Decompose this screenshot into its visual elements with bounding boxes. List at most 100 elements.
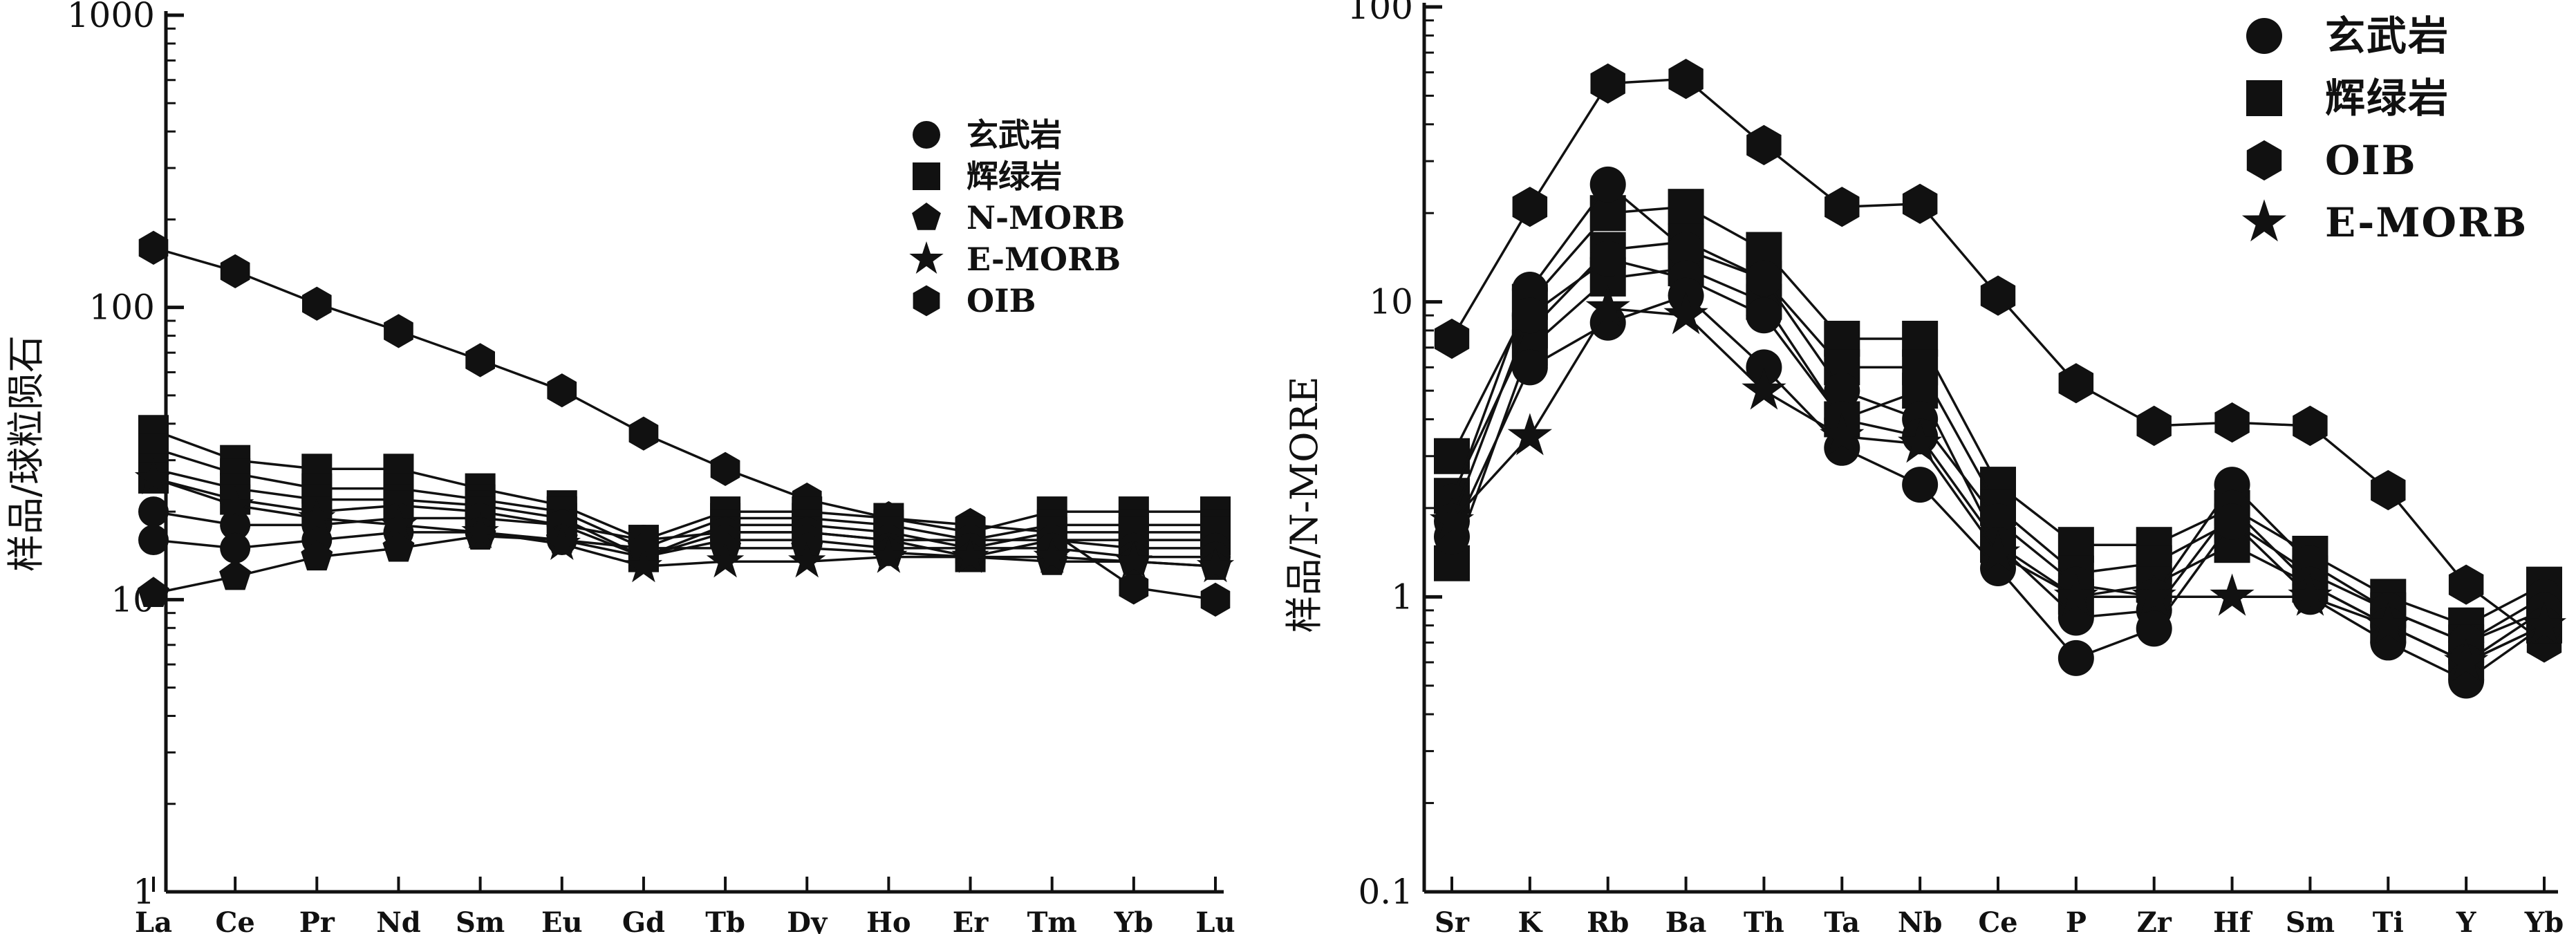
- x-tick-label-dy: Dy: [787, 906, 828, 934]
- y-tick-label: 10: [1369, 282, 1413, 322]
- data-point-hexagon-th: [1746, 124, 1782, 165]
- x-tick-label-ti: Ti: [2373, 906, 2404, 934]
- data-point-hexagon-tb: [710, 451, 740, 486]
- data-point-hexagon-ce: [1980, 275, 2016, 316]
- y-tick-label: 1: [1391, 577, 1413, 617]
- x-tick-label-ce: Ce: [1978, 906, 2017, 934]
- data-point-circle-th: [1746, 297, 1782, 334]
- data-point-pentagon-pr: [301, 540, 333, 571]
- legend-label-circle: 玄武岩: [2325, 12, 2449, 59]
- legend-label-square: 辉绿岩: [967, 158, 1062, 195]
- data-point-star-dy: [788, 541, 826, 578]
- data-point-pentagon-nd: [382, 531, 415, 562]
- y-axis-title: 样品/球粒陨石: [4, 335, 48, 572]
- data-point-hexagon-gd: [628, 416, 659, 451]
- legend-marker-hexagon: [913, 285, 940, 317]
- x-tick-label-sr: Sr: [1435, 906, 1470, 934]
- legend-label-hexagon: OIB: [2325, 137, 2417, 184]
- data-point-star-sr: [1429, 498, 1475, 541]
- y-tick-label: 1000: [67, 0, 155, 35]
- data-point-circle-la: [138, 496, 169, 527]
- data-point-hexagon-y: [2448, 564, 2484, 605]
- y-tick-label: 1: [133, 872, 155, 912]
- x-tick-label-la: La: [135, 906, 172, 934]
- data-point-hexagon-yb: [1119, 570, 1149, 605]
- y-tick-label: 100: [1347, 0, 1413, 27]
- x-tick-label-sm: Sm: [456, 906, 505, 934]
- data-point-hexagon-k: [1512, 187, 1548, 227]
- data-point-circle-ce: [220, 532, 251, 563]
- legend-label-star: E-MORB: [2325, 199, 2528, 246]
- data-point-hexagon-hf: [2214, 402, 2250, 443]
- data-point-circle-k: [1511, 272, 1548, 308]
- data-point-hexagon-pr: [302, 286, 332, 321]
- data-point-circle-nb: [1902, 467, 1939, 503]
- x-tick-label-ta: Ta: [1824, 906, 1860, 934]
- x-tick-label-p: P: [2066, 906, 2087, 934]
- data-point-star-pr: [298, 498, 336, 534]
- data-point-star-yb: [1114, 541, 1152, 578]
- legend-label-hexagon: OIB: [967, 282, 1036, 319]
- legend-label-pentagon: N-MORB: [967, 199, 1125, 236]
- data-point-star-p: [2053, 573, 2098, 616]
- data-point-circle-la: [138, 525, 169, 556]
- x-tick-label-hf: Hf: [2213, 906, 2253, 934]
- legend-label-circle: 玄武岩: [967, 116, 1062, 153]
- x-tick-label-tm: Tm: [1027, 906, 1077, 934]
- data-point-circle-th: [1746, 260, 1782, 297]
- data-point-hexagon-nd: [384, 314, 413, 348]
- legend-marker-hexagon: [2246, 140, 2282, 181]
- legend-label-star: E-MORB: [967, 241, 1121, 278]
- data-point-square-ba: [1668, 189, 1704, 225]
- data-point-star-gd: [624, 546, 663, 583]
- legend-marker-circle: [913, 121, 940, 149]
- data-point-circle-th: [1746, 349, 1782, 386]
- data-point-hexagon-sm: [465, 343, 495, 377]
- x-tick-label-tb: Tb: [705, 906, 745, 934]
- x-tick-label-er: Er: [953, 906, 989, 934]
- data-point-star-er: [951, 537, 989, 573]
- data-point-circle-ba: [1668, 232, 1704, 268]
- data-point-circle-hf: [2214, 503, 2250, 540]
- data-point-star-rb: [1585, 285, 1630, 328]
- x-tick-label-yb: Yb: [2524, 906, 2564, 934]
- data-point-star-tb: [706, 541, 745, 578]
- data-point-circle-zr: [2136, 610, 2172, 647]
- legend-marker-star: [909, 241, 944, 274]
- data-point-star-ta: [1820, 413, 1865, 456]
- x-tick-label-nb: Nb: [1898, 906, 1943, 934]
- x-tick-label-rb: Rb: [1587, 906, 1629, 934]
- data-point-circle-rb: [1589, 241, 1626, 277]
- data-point-star-yb: [2521, 601, 2567, 644]
- x-tick-label-th: Th: [1744, 906, 1784, 934]
- x-tick-label-sm: Sm: [2286, 906, 2335, 934]
- x-tick-label-ho: Ho: [866, 906, 911, 934]
- data-point-star-lu: [1196, 546, 1235, 583]
- data-point-hexagon-lu: [1200, 582, 1231, 617]
- data-point-circle-k: [1511, 297, 1548, 334]
- legend-marker-pentagon: [912, 203, 941, 230]
- data-point-circle-ta: [1824, 373, 1860, 409]
- y-tick-label: 100: [89, 288, 155, 328]
- data-point-star-ce: [216, 485, 254, 522]
- data-point-pentagon-la: [138, 577, 169, 607]
- x-tick-label-nd: Nd: [376, 906, 421, 934]
- data-point-star-sm: [2288, 573, 2333, 616]
- x-tick-label-gd: Gd: [622, 906, 665, 934]
- data-point-star-y: [2444, 639, 2489, 682]
- data-point-circle-ta: [1824, 429, 1860, 466]
- data-point-circle-p: [2057, 639, 2094, 676]
- data-point-star-la: [134, 458, 173, 495]
- data-point-circle-k: [1511, 349, 1548, 386]
- data-point-circle-rb: [1589, 166, 1626, 203]
- data-point-hexagon-la: [138, 230, 169, 265]
- data-point-hexagon-p: [2058, 363, 2094, 404]
- data-point-hexagon-ta: [1824, 187, 1860, 227]
- x-tick-label-lu: Lu: [1195, 906, 1235, 934]
- data-point-star-eu: [543, 524, 581, 560]
- data-point-star-ho: [870, 537, 908, 573]
- data-point-star-tm: [1033, 537, 1071, 573]
- x-tick-label-yb: Yb: [1114, 906, 1154, 934]
